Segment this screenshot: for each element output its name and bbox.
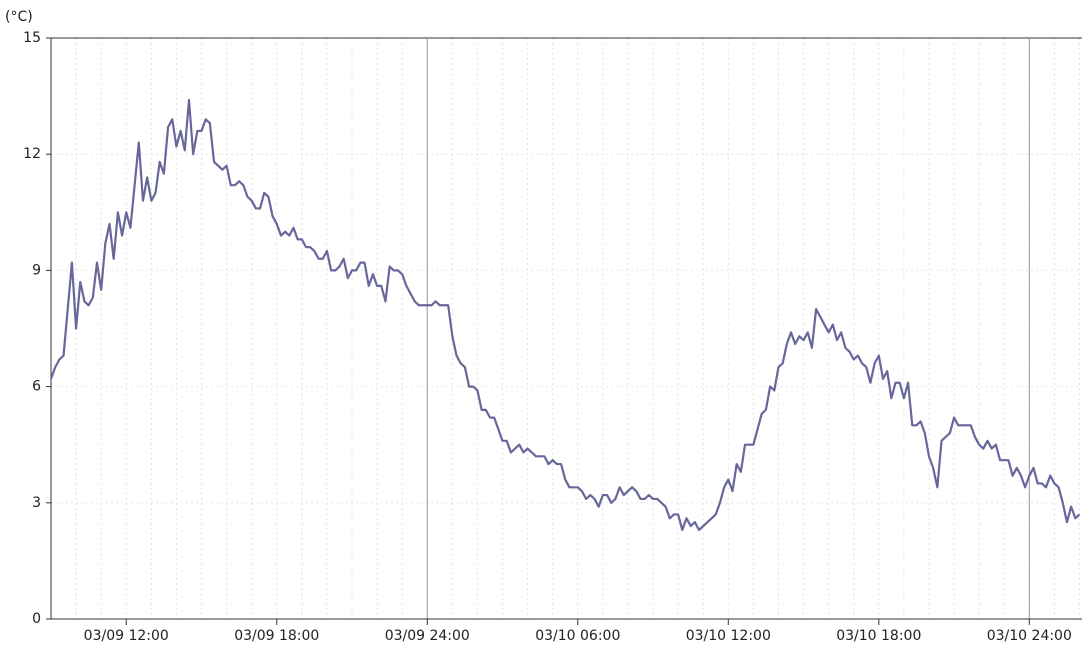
y-tick-label: 6: [32, 379, 41, 395]
x-tick-label: 03/10 06:00: [535, 628, 620, 644]
y-axis-label: (°C): [5, 9, 33, 25]
y-tick-label: 15: [23, 30, 41, 46]
x-tick-label: 03/09 24:00: [385, 628, 470, 644]
x-tick-label: 03/10 12:00: [686, 628, 771, 644]
temperature-line: [49, 98, 1081, 532]
y-tick-label: 0: [32, 611, 41, 627]
y-tick-label: 9: [32, 262, 41, 278]
x-tick-label: 03/10 18:00: [836, 628, 921, 644]
x-tick-label: 03/10 24:00: [987, 628, 1072, 644]
x-tick-label: 03/09 12:00: [84, 628, 169, 644]
y-tick-label: 12: [23, 146, 41, 162]
y-tick-label: 3: [32, 495, 41, 511]
x-tick-label: 03/09 18:00: [234, 628, 319, 644]
